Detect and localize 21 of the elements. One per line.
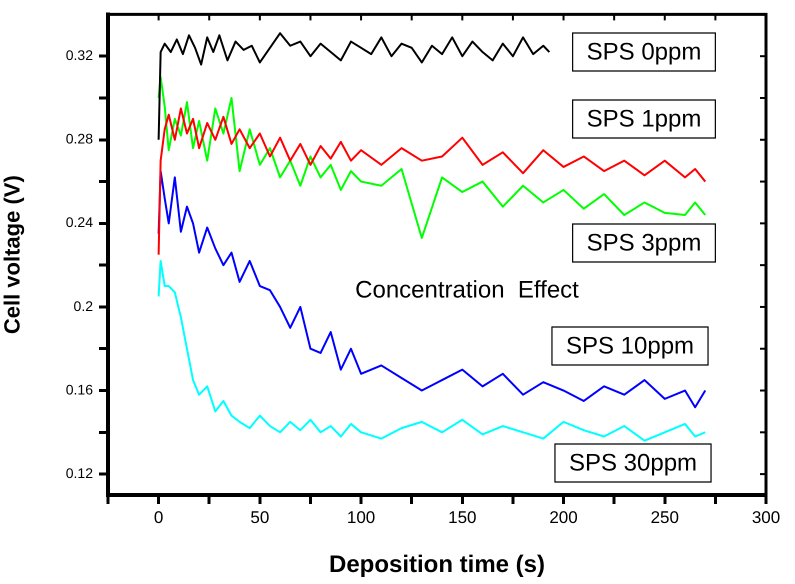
y-tick-label: 0.32 xyxy=(66,47,94,64)
y-tick-label: 0.24 xyxy=(66,214,94,230)
y-tick-label: 0.16 xyxy=(66,381,94,398)
series-label: SPS 1ppm xyxy=(586,106,702,133)
x-axis-title: Deposition time (s) xyxy=(328,551,546,578)
x-tick-label: 250 xyxy=(650,508,679,527)
annotation: Concentration Effect xyxy=(355,276,580,304)
x-tick-label: 200 xyxy=(549,508,578,527)
y-tick-label: 0.2 xyxy=(74,298,94,314)
x-tick-label: 0 xyxy=(154,508,164,527)
x-tick-label: 300 xyxy=(752,508,780,527)
y-axis-title: Cell voltage (V) xyxy=(0,175,24,334)
y-tick-label: 0.28 xyxy=(66,130,94,147)
legend-label: SPS 0ppm xyxy=(586,38,702,66)
x-tick-label: 50 xyxy=(250,508,270,527)
series-label: SPS 30ppm xyxy=(568,450,698,477)
x-tick-label: 150 xyxy=(448,508,476,527)
series-label: SPS 3ppm xyxy=(586,230,702,257)
series-label: SPS 10ppm xyxy=(566,332,694,360)
x-tick-label: 100 xyxy=(346,508,376,527)
y-tick-label: 0.12 xyxy=(66,464,94,481)
